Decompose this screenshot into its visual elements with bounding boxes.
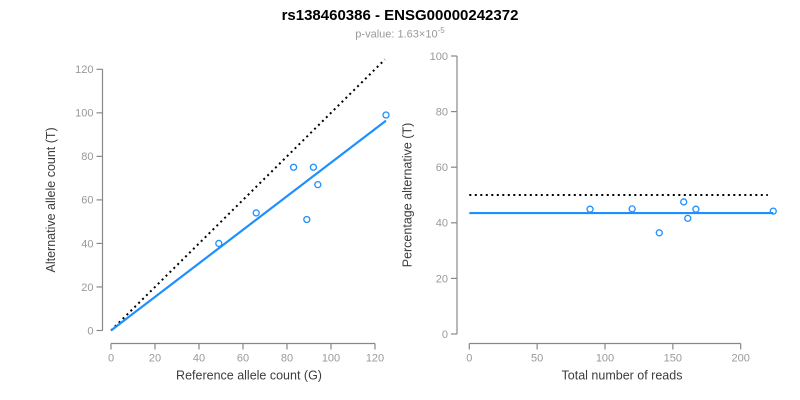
x-tick-label: 80: [281, 353, 293, 365]
data-point: [289, 163, 298, 171]
y-tick-label: 20: [436, 273, 448, 285]
y-tick-label: 0: [87, 325, 93, 337]
data-point: [769, 207, 777, 215]
x-tick-label: 20: [149, 353, 161, 365]
x-axis-title: Reference allele count (G): [176, 369, 322, 383]
data-point: [314, 181, 322, 189]
identity-line: [110, 58, 386, 332]
data-point: [692, 205, 700, 213]
data-point: [586, 205, 594, 213]
pvalue-text: p-value: 1.63×10: [355, 28, 438, 41]
y-tick-label: 120: [75, 64, 93, 76]
data-point: [628, 205, 636, 213]
y-tick-label: 80: [81, 151, 93, 163]
x-tick-label: 150: [664, 353, 682, 365]
x-tick-label: 100: [322, 353, 340, 365]
y-tick-label: 60: [436, 162, 448, 174]
y-tick-label: 0: [442, 329, 448, 341]
data-point: [303, 215, 311, 224]
right-plot: 0 50 100 150 200 0 20 40 60 80 100 Total number of …: [401, 51, 777, 383]
x-tick-label: 0: [108, 353, 114, 365]
x-tick-label: 50: [531, 353, 543, 365]
fit-line: [110, 119, 387, 332]
x-axis-title: Total number of reads: [562, 369, 683, 383]
y-tick-label: 60: [81, 195, 93, 207]
pvalue-subtitle: p-value: 1.63×10-5: [0, 26, 800, 41]
y-tick-label: 100: [75, 108, 93, 120]
y-tick-label: 80: [436, 106, 448, 118]
y-tick-label: 40: [436, 218, 448, 230]
x-tick-label: 40: [193, 353, 205, 365]
y-tick-label: 100: [430, 51, 448, 63]
x-tick-label: 200: [732, 353, 750, 365]
x-tick-label: 0: [466, 353, 472, 365]
y-axis-title: Percentage alternative (T): [401, 123, 415, 268]
y-axis-title: Alternative allele count (T): [44, 127, 58, 272]
data-point: [684, 214, 692, 223]
data-point: [382, 111, 390, 119]
data-point: [215, 239, 223, 248]
pvalue-exponent: -5: [437, 26, 445, 35]
page-title: rs138460386 - ENSG00000242372: [281, 7, 519, 24]
left-plot: 0 20 40 60 80 100 120 0 20 40 60 80 100 120 Reference …: [44, 58, 390, 383]
x-tick-label: 120: [366, 353, 384, 365]
x-tick-label: 60: [237, 353, 249, 365]
x-tick-label: 100: [596, 353, 614, 365]
data-point: [309, 163, 318, 171]
data-point: [680, 198, 688, 206]
data-point: [655, 229, 663, 237]
y-tick-label: 40: [81, 238, 93, 250]
data-point: [252, 209, 260, 217]
y-tick-label: 20: [81, 282, 93, 294]
